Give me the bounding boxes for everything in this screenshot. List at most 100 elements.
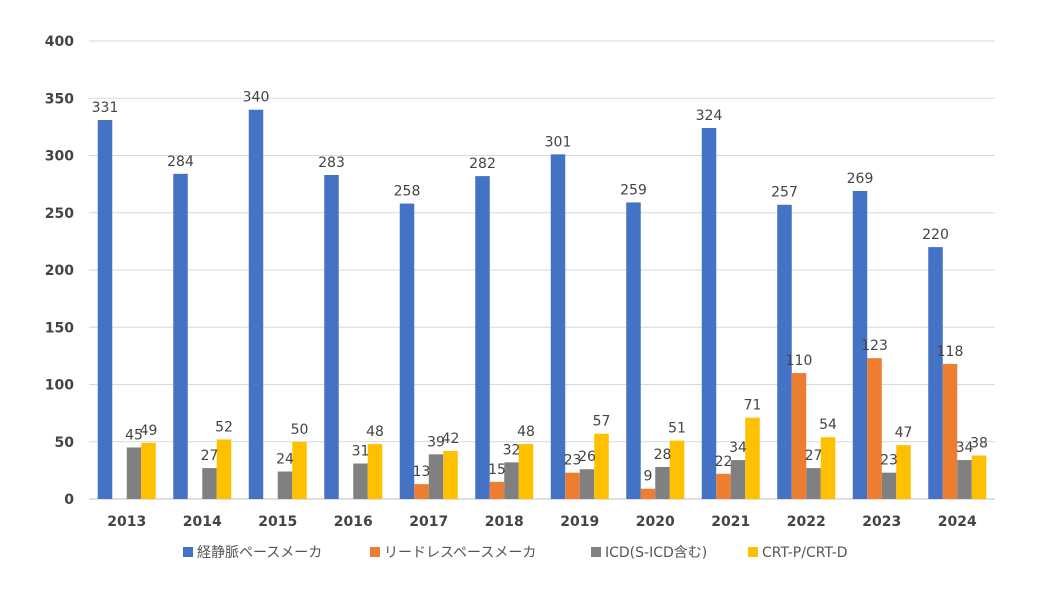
- data-label: 24: [276, 452, 294, 468]
- data-label: 301: [545, 134, 572, 150]
- data-label: 9: [644, 469, 653, 485]
- data-label: 284: [167, 154, 194, 170]
- bar: [216, 439, 232, 499]
- legend-swatch: [591, 547, 601, 557]
- y-tick-label: 300: [45, 149, 74, 165]
- bar: [324, 174, 339, 499]
- bar: [957, 460, 972, 499]
- bars: [97, 109, 987, 500]
- data-label: 48: [517, 424, 535, 440]
- bar: [248, 109, 264, 499]
- y-tick-label: 350: [45, 91, 74, 107]
- data-label: 324: [696, 108, 723, 124]
- bar: [579, 469, 595, 499]
- bar: [428, 454, 444, 499]
- bar: [655, 466, 670, 499]
- gridlines: [89, 40, 995, 500]
- x-tick-label: 2021: [711, 514, 750, 530]
- x-tick-label: 2018: [485, 514, 524, 530]
- data-label: 71: [744, 398, 762, 414]
- x-tick-label: 2013: [107, 514, 146, 530]
- data-label: 45: [125, 427, 143, 443]
- data-label: 269: [847, 171, 874, 187]
- data-label: 49: [140, 423, 158, 439]
- y-tick-label: 250: [45, 206, 74, 222]
- data-label: 257: [771, 185, 798, 201]
- x-tick-label: 2019: [560, 514, 599, 530]
- y-tick-label: 50: [55, 435, 75, 451]
- bar: [489, 481, 505, 499]
- data-label: 38: [970, 435, 988, 451]
- data-label: 50: [291, 422, 309, 438]
- data-label: 123: [861, 338, 888, 354]
- legend-label: 経静脈ペースメーカ: [197, 545, 322, 561]
- data-label: 42: [442, 431, 460, 447]
- bar: [852, 190, 868, 499]
- data-label: 28: [654, 447, 672, 463]
- data-label: 283: [318, 155, 345, 171]
- bar: [475, 176, 490, 500]
- bar: [881, 472, 897, 499]
- data-label: 282: [469, 156, 496, 172]
- x-tick-label: 2022: [787, 514, 826, 530]
- data-label: 54: [819, 417, 837, 433]
- data-label: 47: [895, 425, 913, 441]
- bar: [640, 488, 656, 499]
- legend-label: CRT-P/CRT-D: [762, 545, 848, 561]
- legend-label: リードレスペースメーカ: [384, 545, 536, 561]
- y-tick-label: 400: [45, 34, 74, 50]
- data-label: 31: [352, 444, 370, 460]
- legend-label: ICD(S-ICD含む): [605, 545, 707, 561]
- x-tick-label: 2015: [258, 514, 297, 530]
- x-tick-label: 2014: [183, 514, 222, 530]
- data-label: 39: [427, 434, 445, 450]
- data-label: 57: [593, 414, 611, 430]
- bar: [504, 462, 519, 499]
- x-tick-label: 2017: [409, 514, 448, 530]
- bar: [353, 463, 368, 499]
- x-tick-label: 2023: [862, 514, 901, 530]
- data-label: 331: [92, 100, 119, 116]
- bar: [292, 441, 307, 499]
- bar: [928, 247, 943, 499]
- bar: [777, 204, 792, 500]
- legend: 経静脈ペースメーカ リードレスペースメーカ ICD(S-ICD含む) CRT-P/CR…: [183, 545, 848, 561]
- legend-swatch: [370, 547, 380, 557]
- data-label: 220: [922, 227, 949, 243]
- data-labels: 3314549284275234024502833148258133942282…: [92, 90, 988, 485]
- bar: [730, 460, 746, 499]
- y-axis-ticks: 0 50 100 150 200 250 300 350 400: [45, 34, 74, 508]
- data-label: 34: [729, 440, 747, 456]
- data-label: 110: [786, 353, 813, 369]
- bar: [626, 202, 641, 499]
- bar: [971, 455, 987, 499]
- bar: [669, 440, 685, 499]
- x-tick-label: 2016: [334, 514, 373, 530]
- data-label: 27: [201, 448, 219, 464]
- data-label: 23: [880, 453, 898, 469]
- bar: [97, 120, 113, 499]
- y-tick-label: 200: [45, 263, 74, 279]
- bar: [896, 445, 911, 499]
- bar: [745, 417, 760, 499]
- bar: [443, 450, 458, 499]
- bar: [367, 444, 383, 499]
- bar: [399, 203, 415, 499]
- data-label: 26: [578, 449, 596, 465]
- data-label: 13: [413, 464, 431, 480]
- y-tick-label: 150: [45, 320, 74, 336]
- data-label: 52: [215, 419, 233, 435]
- bar: [173, 173, 188, 499]
- bar: [550, 154, 566, 500]
- bar: [277, 471, 293, 499]
- bar: [414, 484, 429, 499]
- data-label: 34: [956, 440, 974, 456]
- legend-swatch: [183, 547, 193, 557]
- data-label: 22: [715, 454, 733, 470]
- y-tick-label: 100: [45, 378, 74, 394]
- data-label: 258: [394, 184, 421, 200]
- data-label: 259: [620, 182, 647, 198]
- data-label: 32: [503, 442, 521, 458]
- x-tick-label: 2020: [636, 514, 675, 530]
